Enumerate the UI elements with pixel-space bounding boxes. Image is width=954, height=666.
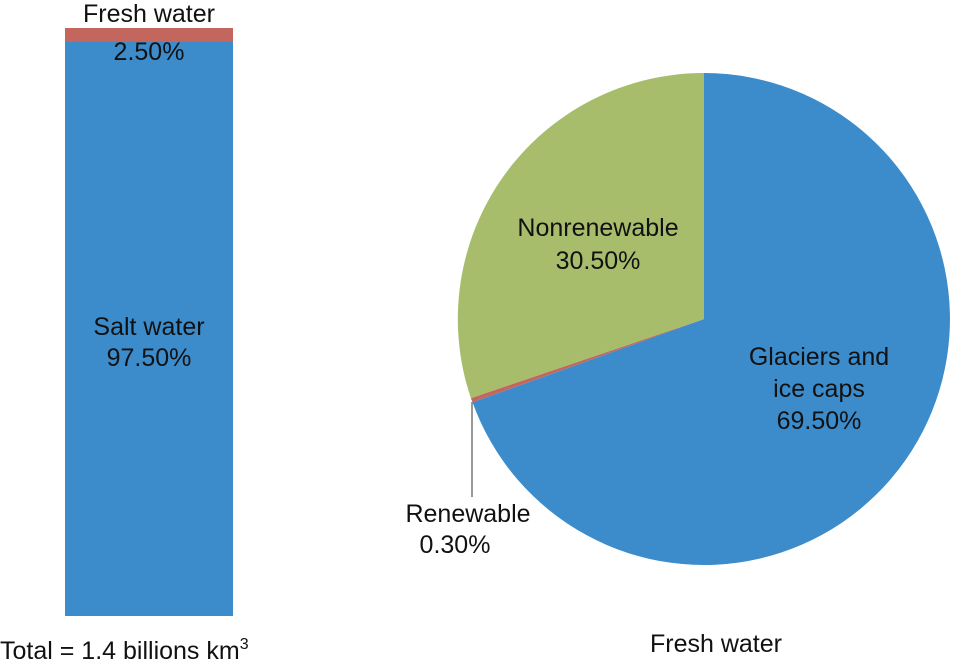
pie-caption: Fresh water: [650, 630, 782, 658]
pie-slice-renewable: [470, 319, 704, 403]
pie-nonrenewable-pct: 30.50%: [555, 247, 641, 275]
bar-fresh-label: Fresh water: [83, 0, 215, 28]
pie-glaciers-pct: 69.50%: [776, 407, 862, 435]
bar-salt-pct: 97.50%: [106, 344, 192, 372]
pie-nonrenewable-label: Nonrenewable: [517, 214, 679, 242]
pie-slice-glaciers: [472, 73, 950, 565]
pie-renewable-label: Renewable: [405, 500, 531, 528]
pie-glaciers-label-1: Glaciers and: [748, 343, 890, 371]
bar-fresh-pct: 2.50%: [113, 38, 185, 66]
bar-caption-text: Total = 1.4 billions km: [0, 637, 240, 665]
bar-caption-sup: 3: [239, 636, 249, 653]
pie-slice-nonrenewable: [457, 72, 704, 399]
bar-salt-segment: [65, 42, 233, 616]
pie-glaciers-label-2: ice caps: [773, 375, 865, 403]
bar-salt-label: Salt water: [93, 313, 205, 341]
pie-renewable-pct: 0.30%: [419, 531, 491, 559]
bar-fresh-segment: [65, 28, 233, 42]
bar-caption: Total = 1.4 billions km3: [0, 630, 249, 666]
